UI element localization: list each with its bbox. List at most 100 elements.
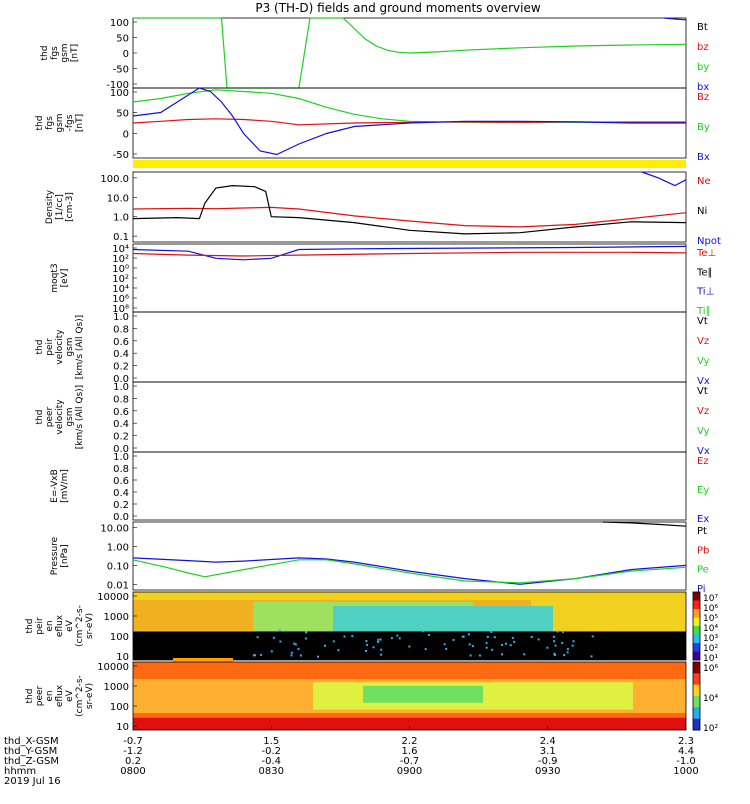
footer-row-value: 1000 — [673, 766, 698, 777]
pressure-legend-item: Pb — [697, 545, 709, 556]
peir_en-speckle — [377, 638, 380, 641]
peer_en-ylabel: sr-eV) — [85, 683, 95, 709]
colorbar-segment — [693, 617, 700, 627]
temp-legend-item: Ti⊥ — [696, 287, 714, 298]
peir_en-speckle — [513, 640, 516, 643]
fgs2-series-by — [132, 89, 686, 123]
efield-frame — [132, 451, 687, 521]
pressure-ylabel: [nPa] — [60, 544, 70, 567]
peir_en-speckle — [254, 654, 256, 657]
fgs2-ytick: 50 — [116, 109, 129, 120]
peir_en-speckle — [485, 646, 488, 649]
footer-row-value: 0.2 — [125, 756, 141, 767]
temp-ytick: 10⁴ — [112, 284, 129, 295]
colorbar-tick: 10⁶ — [703, 604, 718, 614]
peir_en-speckle — [462, 635, 465, 638]
peir_en-ytick: 10000 — [97, 592, 129, 603]
colorbar-tick: 10¹ — [703, 654, 718, 664]
peir_en-speckle — [572, 640, 575, 643]
density-ylabel: Density — [45, 189, 55, 224]
peir_en-speckle — [380, 648, 383, 651]
peir_en-speckle — [486, 635, 489, 638]
peir_en-speckle — [408, 645, 411, 648]
colorbar-tick: 10³ — [703, 634, 718, 644]
peir_en-ylabel: peir — [35, 617, 45, 635]
peir_en-speckle — [428, 633, 431, 636]
peir_en-speckle — [390, 637, 393, 640]
pressure-ytick: 0.10 — [107, 561, 129, 572]
density-legend-item: Npot — [697, 236, 721, 247]
peer_en-top-band — [173, 658, 233, 662]
colorbar-tick: 10² — [703, 644, 718, 654]
density-ylabel: [cm-3] — [65, 192, 75, 222]
footer-row-value: -0.7 — [123, 736, 143, 747]
peir-ytick: 1.0 — [113, 312, 129, 323]
fgs-ylabel: thd — [40, 46, 50, 61]
colorbar-segment — [693, 718, 700, 731]
density-legend-item: Ni — [697, 206, 707, 217]
peir-ytick: 0.8 — [113, 324, 129, 335]
peir_en-speckle — [468, 643, 471, 646]
peir-ytick: 0.2 — [113, 362, 129, 373]
efield-ylabel: [mV/m] — [60, 469, 70, 503]
pressure-series-pt — [602, 521, 687, 527]
peer-ytick: 1.0 — [113, 382, 129, 393]
peir_en-speckle — [452, 638, 455, 641]
peir_en-speckle — [324, 644, 326, 647]
temp-ytick: 10² — [112, 254, 129, 265]
footer-row-label: thd_Y-GSM — [4, 746, 57, 757]
efield-ytick: 1.0 — [113, 452, 129, 463]
footer-row-value: 1.5 — [263, 736, 279, 747]
peir_en-speckle — [365, 640, 368, 642]
fgs-ylabel: gsm — [60, 43, 70, 62]
density-ylabel: [1/cc] — [55, 194, 65, 220]
figure-title: P3 (TH-D) fields and ground moments over… — [255, 1, 540, 15]
pressure-legend-item: Pt — [697, 526, 707, 537]
peir_en-speckle — [546, 646, 549, 649]
footer-date: 2019 Jul 16 — [4, 776, 61, 787]
peir_en-speckle — [471, 645, 474, 648]
peir_en-speckle — [445, 647, 448, 650]
peir_en-speckle — [561, 641, 564, 644]
peir_en-speckle — [270, 650, 273, 653]
peir_en-ytick: 100 — [110, 632, 129, 643]
peir_en-ylabel: en — [45, 620, 55, 631]
colorbar-tick: 10² — [703, 724, 718, 734]
fgs2-ylabel: [nT] — [75, 114, 85, 132]
peir_en-speckle — [469, 654, 472, 657]
peir_en-speckle — [468, 633, 470, 636]
efield-ytick: 0.4 — [113, 488, 129, 499]
peir-frame — [132, 311, 687, 383]
fgs2-legend-item: Bx — [697, 152, 710, 163]
colorbar-segment — [693, 673, 700, 686]
temp-legend-item: Te⊥ — [696, 248, 716, 259]
peer-ytick: 0.2 — [113, 432, 129, 443]
temp-legend-item: Ti∥ — [696, 306, 711, 317]
peir-legend-item: Vx — [697, 376, 710, 387]
peir-ylabel: velocity — [55, 329, 65, 365]
peir_en-speckle — [511, 636, 514, 639]
footer-row-label: hhmm — [4, 766, 36, 777]
peer-legend-item: Vz — [697, 406, 709, 417]
footer-row-value: -1.2 — [123, 746, 143, 757]
colorbar-tick: 10⁵ — [703, 614, 718, 624]
peir_en-speckle — [279, 640, 282, 643]
peer-ylabel: velocity — [55, 399, 65, 435]
efield-ytick: 0.6 — [113, 476, 129, 487]
fgs2-ytick: -50 — [113, 150, 129, 161]
peir_en-speckle — [297, 648, 300, 651]
peir_en-speckle — [563, 654, 566, 657]
colorbar-segment — [693, 662, 700, 674]
peer_en-ylabel: (cm^2-s- — [75, 675, 85, 717]
pressure-legend-item: Pi — [697, 584, 706, 595]
density-frame — [132, 171, 687, 243]
peir_en-speckle — [505, 642, 507, 645]
fgs-ytick: 50 — [116, 34, 129, 45]
efield-legend-item: Ez — [697, 456, 709, 467]
flag-strip — [133, 160, 686, 168]
peer_en-ytick: 1000 — [104, 682, 129, 693]
density-series-ni — [132, 184, 687, 235]
efield-ytick: 0.8 — [113, 464, 129, 475]
peer_en-ylabel: peer — [35, 685, 45, 706]
